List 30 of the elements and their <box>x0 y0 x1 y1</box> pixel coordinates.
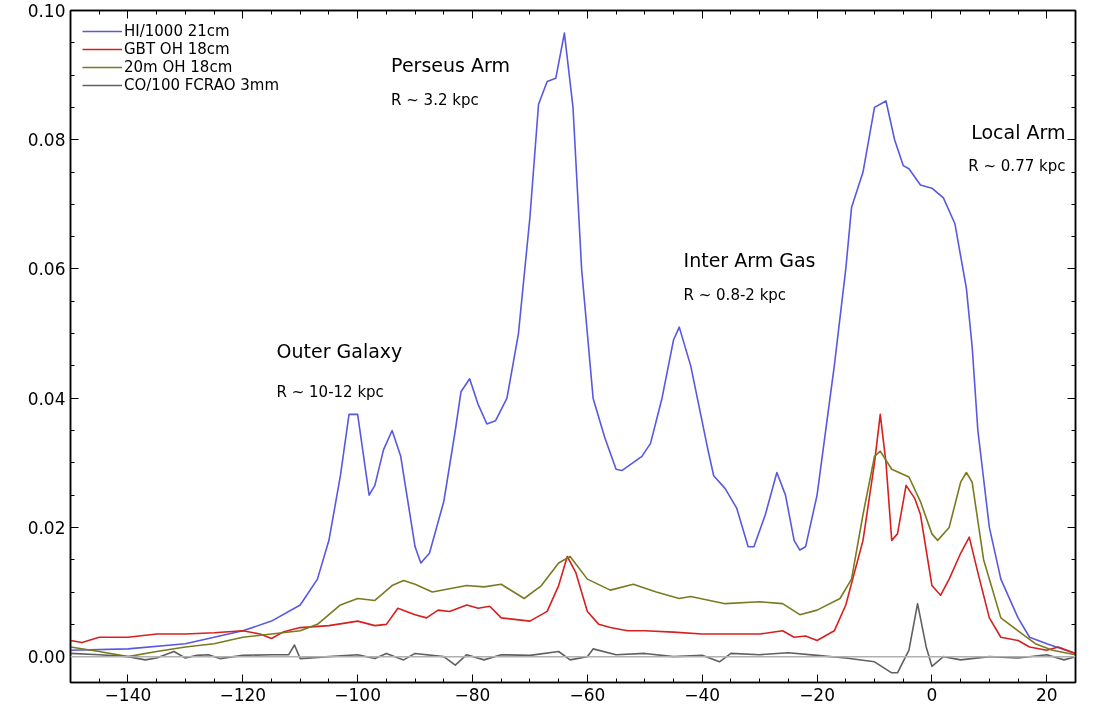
x-tick-label: −80 <box>454 684 491 705</box>
annotation: Local Arm <box>971 121 1066 144</box>
x-tick-label: −60 <box>569 684 606 705</box>
x-tick-label: −100 <box>334 684 381 705</box>
annotation: R ~ 0.8-2 kpc <box>683 286 787 305</box>
annotation: R ~ 3.2 kpc <box>391 91 479 110</box>
annotation: Inter Arm Gas <box>683 249 816 272</box>
y-tick-label: 0.10 <box>27 1 66 21</box>
line-series <box>70 450 1076 658</box>
y-tick-label: 0.02 <box>27 517 66 538</box>
legend-label: 20m OH 18cm <box>124 58 233 76</box>
annotation: Perseus Arm <box>391 54 510 77</box>
x-tick-label: −40 <box>684 684 721 705</box>
y-tick-label: 0.00 <box>27 647 66 668</box>
annotation: Outer Galaxy <box>276 339 403 362</box>
line-series <box>70 602 1076 674</box>
annotation: R ~ 10-12 kpc <box>276 383 384 402</box>
line-series <box>70 413 1076 655</box>
x-tick-label: 20 <box>1035 684 1058 705</box>
y-tick-label: 0.06 <box>27 259 66 280</box>
y-tick-label: 0.08 <box>27 130 66 151</box>
x-tick-label: −140 <box>104 684 152 705</box>
annotation: R ~ 0.77 kpc <box>968 157 1066 175</box>
x-tick-label: 0 <box>926 684 938 705</box>
legend-label: CO/100 FCRAO 3mm <box>124 76 279 94</box>
x-tick-label: −20 <box>799 684 836 705</box>
y-tick-label: 0.04 <box>27 388 66 409</box>
x-tick-label: −120 <box>219 684 267 705</box>
legend-label: HI/1000 21cm <box>124 22 230 40</box>
legend-label: GBT OH 18cm <box>124 40 230 58</box>
